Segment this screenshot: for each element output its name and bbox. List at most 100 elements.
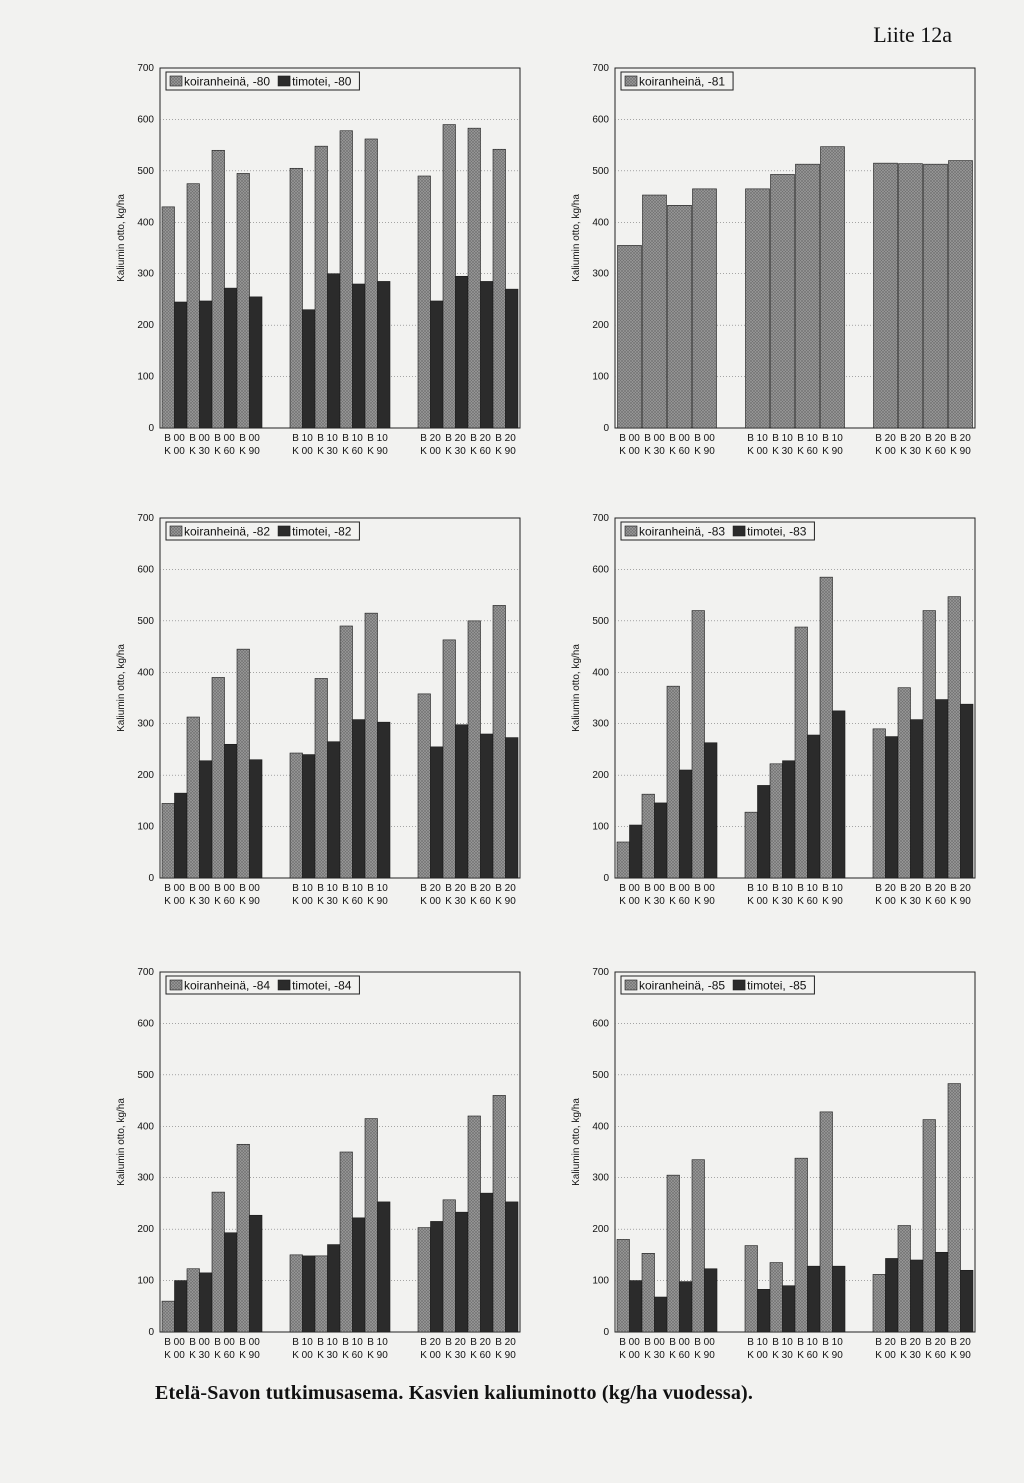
- x-tick-label-b: B 00: [164, 1337, 185, 1348]
- bar-timotei: [480, 281, 494, 429]
- bar-timotei: [249, 759, 263, 879]
- x-tick-label-b: B 20: [470, 1337, 491, 1348]
- y-tick-label: 200: [592, 1224, 609, 1235]
- bar-koiranheina: [289, 167, 303, 429]
- bar-timotei: [885, 1258, 899, 1333]
- y-tick-label: 100: [137, 372, 154, 383]
- x-tick-label-k: K 30: [772, 896, 793, 907]
- x-tick-label-b: B 20: [875, 883, 896, 894]
- bar-koiranheina: [161, 1300, 175, 1333]
- bar-koiranheina: [692, 188, 717, 429]
- y-axis-label: Kaliumin otto, kg/ha: [571, 194, 582, 282]
- y-tick-label: 600: [592, 564, 609, 575]
- legend-box: [620, 975, 815, 995]
- x-tick-label-k: K 90: [694, 896, 715, 907]
- legend-swatch-timotei: [277, 75, 291, 87]
- x-tick-label-k: K 30: [900, 446, 921, 457]
- x-tick-label-k: K 90: [950, 1350, 971, 1361]
- legend-swatch-koiranheina: [624, 979, 638, 991]
- chart-1984: 0 100 200 300 400 500 600 700 Kaliumin otto, kg/…: [116, 967, 521, 1361]
- legend: koiranheinä, -83 timotei, -83: [620, 521, 815, 541]
- x-tick-label-b: B 00: [669, 1337, 690, 1348]
- y-tick-label: 300: [137, 269, 154, 280]
- bar-timotei: [249, 1214, 263, 1333]
- y-tick-label: 400: [592, 1121, 609, 1132]
- y-tick-label: 100: [137, 822, 154, 833]
- bar-koiranheina: [161, 206, 175, 429]
- x-tick-label-k: K 00: [164, 1350, 185, 1361]
- x-tick-label-b: B 10: [317, 1337, 338, 1348]
- x-tick-label-k: K 30: [445, 896, 466, 907]
- x-tick-label-b: B 20: [420, 1337, 441, 1348]
- x-tick-label-b: B 10: [292, 1337, 313, 1348]
- bar-koiranheina: [922, 610, 936, 879]
- x-tick-label-b: B 10: [317, 433, 338, 444]
- x-tick-label-k: K 00: [619, 1350, 640, 1361]
- x-tick-label-b: B 20: [900, 433, 921, 444]
- x-tick-label-b: B 20: [445, 1337, 466, 1348]
- bar-timotei: [199, 300, 213, 429]
- x-tick-label-b: B 20: [900, 1337, 921, 1348]
- bar-timotei: [910, 719, 924, 879]
- bar-timotei: [352, 1217, 366, 1333]
- bar-timotei: [505, 1201, 519, 1333]
- x-tick-label-b: B 00: [214, 883, 235, 894]
- bar-koiranheina: [691, 610, 705, 879]
- x-tick-label-b: B 20: [495, 1337, 516, 1348]
- bar-timotei: [377, 281, 391, 429]
- bar-timotei: [430, 300, 444, 429]
- y-tick-label: 400: [137, 667, 154, 678]
- bar-koiranheina: [745, 188, 770, 429]
- bar-timotei: [327, 1244, 341, 1333]
- x-tick-label-b: B 00: [669, 433, 690, 444]
- bar-koiranheina: [442, 639, 456, 879]
- y-tick-label: 200: [137, 1224, 154, 1235]
- bar-timotei: [832, 1265, 846, 1333]
- y-axis-label: Kaliumin otto, kg/ha: [571, 1098, 582, 1186]
- y-tick-label: 500: [592, 616, 609, 627]
- bar-timotei: [377, 1201, 391, 1333]
- bar-koiranheina: [819, 576, 833, 879]
- bar-timotei: [249, 296, 263, 429]
- bar-timotei: [807, 1265, 821, 1333]
- x-tick-label-k: K 00: [747, 1350, 768, 1361]
- bar-koiranheina: [467, 127, 481, 429]
- x-tick-label-b: B 10: [367, 1337, 388, 1348]
- y-tick-label: 700: [592, 967, 609, 978]
- x-tick-label-b: B 20: [495, 433, 516, 444]
- x-tick-label-k: K 60: [669, 1350, 690, 1361]
- x-tick-label-k: K 30: [189, 896, 210, 907]
- bar-timotei: [629, 1280, 643, 1333]
- x-tick-label-k: K 00: [875, 896, 896, 907]
- x-tick-label-k: K 30: [644, 446, 665, 457]
- bar-timotei: [885, 736, 899, 879]
- y-tick-label: 500: [137, 166, 154, 177]
- bar-koiranheina: [897, 687, 911, 879]
- y-tick-label: 0: [603, 1327, 609, 1338]
- y-tick-label: 0: [148, 873, 154, 884]
- x-tick-label-b: B 00: [619, 433, 640, 444]
- bar-koiranheina: [236, 648, 250, 879]
- x-tick-label-b: B 10: [797, 433, 818, 444]
- bar-koiranheina: [417, 175, 431, 429]
- legend-box: [620, 521, 815, 541]
- x-tick-label-b: B 10: [822, 1337, 843, 1348]
- legend-box: [165, 521, 360, 541]
- legend: koiranheinä, -81: [620, 71, 734, 91]
- bar-timotei: [224, 287, 238, 429]
- bar-timotei: [455, 1211, 469, 1333]
- x-tick-label-k: K 00: [420, 896, 441, 907]
- bar-koiranheina: [897, 1225, 911, 1333]
- x-tick-label-b: B 10: [342, 883, 363, 894]
- bar-timotei: [679, 1281, 693, 1333]
- bar-timotei: [352, 719, 366, 879]
- x-tick-label-k: K 30: [445, 1350, 466, 1361]
- x-tick-label-b: B 00: [694, 1337, 715, 1348]
- x-tick-label-k: K 90: [367, 1350, 388, 1361]
- bar-timotei: [199, 760, 213, 879]
- bar-timotei: [757, 1289, 771, 1333]
- x-tick-label-k: K 00: [747, 896, 768, 907]
- bar-koiranheina: [442, 1199, 456, 1333]
- bar-koiranheina: [794, 626, 808, 879]
- bar-koiranheina: [492, 605, 506, 879]
